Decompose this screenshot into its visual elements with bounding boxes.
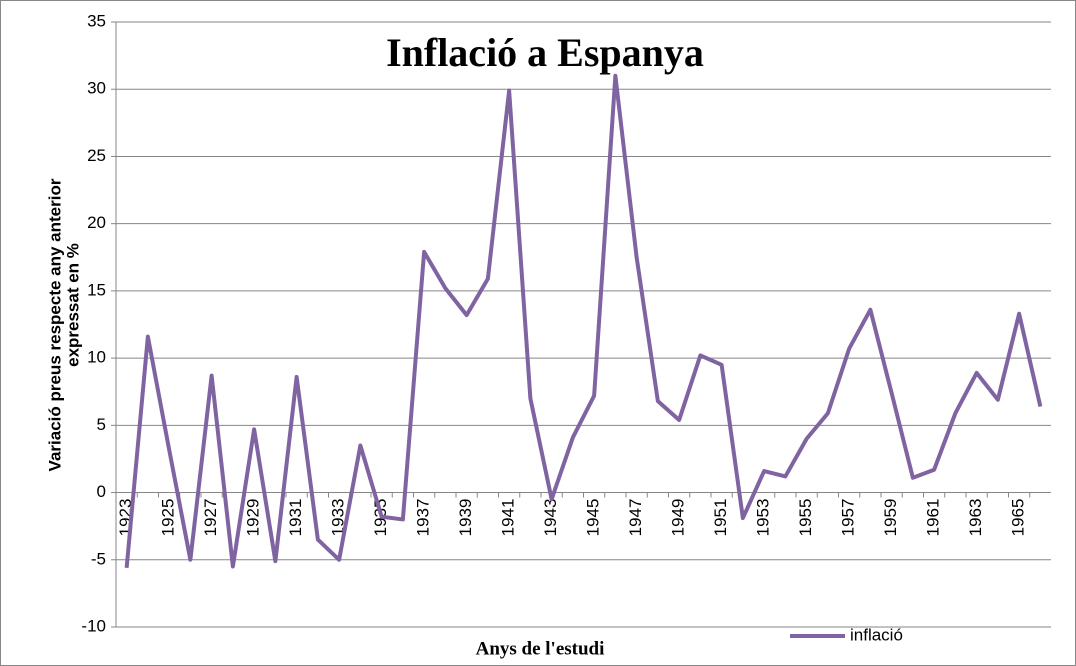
- x-tick-label: 1945: [584, 499, 603, 537]
- x-tick-label: 1965: [1009, 499, 1028, 537]
- y-tick-label: 25: [87, 146, 106, 165]
- x-tick-label: 1949: [669, 499, 688, 537]
- y-tick-label: 5: [97, 415, 106, 434]
- legend-label: inflació: [850, 625, 903, 644]
- x-tick-label: 1937: [414, 499, 433, 537]
- x-tick-label: 1957: [839, 499, 858, 537]
- x-tick-label: 1951: [711, 499, 730, 537]
- x-tick-label: 1939: [456, 499, 475, 537]
- x-tick-label: 1943: [541, 499, 560, 537]
- y-tick-label: 15: [87, 280, 106, 299]
- x-tick-label: 1925: [159, 499, 178, 537]
- x-axis-label: Anys de l'estudi: [476, 638, 605, 659]
- data-line: [124, 73, 1043, 569]
- chart-title: Inflació a Espanya: [386, 30, 704, 75]
- x-tick-label: 1959: [881, 499, 900, 537]
- x-tick-label: 1961: [924, 499, 943, 537]
- x-tick-label: 1955: [796, 499, 815, 537]
- x-tick-label: 1953: [754, 499, 773, 537]
- x-tick-label: 1927: [201, 499, 220, 537]
- x-tick-label: 1947: [626, 499, 645, 537]
- x-tick-label: 1941: [499, 499, 518, 537]
- x-tick-label: 1931: [286, 499, 305, 537]
- x-tick-label: 1963: [966, 499, 985, 537]
- y-tick-label: 30: [87, 79, 106, 98]
- x-tick-label: 1933: [329, 499, 348, 537]
- y-axis-label: Variació preus respecte any anterior: [45, 178, 64, 471]
- y-tick-label: -5: [91, 549, 106, 568]
- y-tick-label: 35: [87, 11, 106, 30]
- y-axis-label: expressat en %: [63, 243, 82, 367]
- y-tick-label: -10: [81, 616, 106, 635]
- y-tick-label: 10: [87, 348, 106, 367]
- y-tick-label: 0: [97, 482, 106, 501]
- y-tick-label: 20: [87, 213, 106, 232]
- x-tick-label: 1929: [244, 499, 263, 537]
